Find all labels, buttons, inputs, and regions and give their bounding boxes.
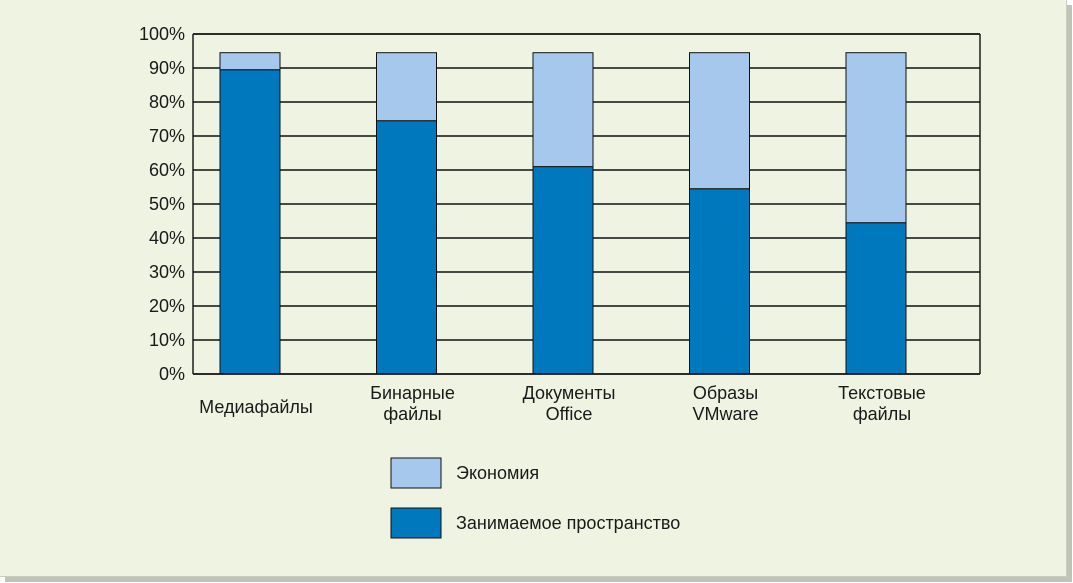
y-tick-label: 90% — [149, 58, 185, 78]
bar-segment-savings — [219, 52, 281, 71]
x-category-label: файлы — [383, 404, 441, 424]
bars — [219, 52, 907, 375]
x-category-label: файлы — [853, 404, 911, 424]
y-axis-ticks: 0% 10% 20% 30% 40% 50% 60% 70% 80% 90% 100% — [139, 24, 185, 384]
y-tick-label: 60% — [149, 160, 185, 180]
legend-label: Экономия — [456, 463, 539, 483]
y-tick-label: 70% — [149, 126, 185, 146]
y-tick-label: 80% — [149, 92, 185, 112]
y-tick-label: 50% — [149, 194, 185, 214]
bar-segment-savings — [376, 52, 437, 122]
bar-segment-savings — [532, 52, 594, 168]
bar-segment-occupied — [219, 69, 281, 375]
x-category-label: Текстовые — [838, 383, 926, 403]
legend-swatch — [390, 507, 442, 539]
bar-segment-savings — [689, 52, 750, 190]
bar-segment-occupied — [376, 120, 437, 375]
legend-label: Занимаемое пространство — [456, 513, 680, 533]
bar-segment-occupied — [845, 222, 907, 375]
x-category-label: Office — [546, 404, 593, 424]
legend: Экономия Занимаемое пространство — [390, 457, 680, 539]
y-tick-label: 30% — [149, 262, 185, 282]
y-tick-label: 20% — [149, 296, 185, 316]
x-axis-labels: МедиафайлыБинарныефайлыДокументыOfficeОб… — [199, 383, 926, 424]
x-category-label: Бинарные — [370, 383, 455, 403]
legend-swatch — [390, 457, 442, 489]
x-category-label: Медиафайлы — [199, 397, 313, 417]
bar-segment-occupied — [532, 166, 594, 375]
x-category-label: Документы — [523, 383, 616, 403]
x-category-label: VMware — [692, 404, 758, 424]
axes — [192, 33, 981, 375]
x-category-label: Образы — [693, 383, 758, 403]
y-tick-label: 100% — [139, 24, 185, 44]
y-tick-label: 0% — [159, 364, 185, 384]
y-tick-label: 10% — [149, 330, 185, 350]
bar-segment-occupied — [689, 188, 750, 375]
y-tick-label: 40% — [149, 228, 185, 248]
bar-segment-savings — [845, 52, 907, 224]
